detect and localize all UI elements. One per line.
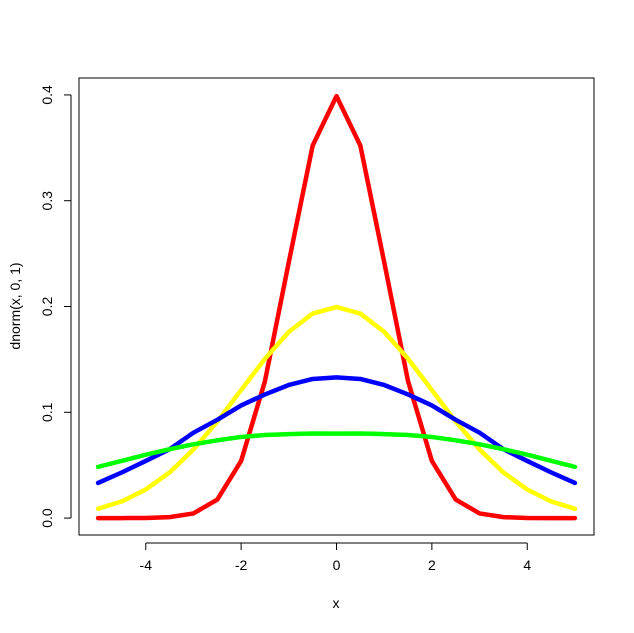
y-axis: 0.0 0.1 0.2 0.3 0.4 bbox=[39, 85, 72, 528]
x-tick-label: -2 bbox=[235, 557, 248, 573]
series-line-1 bbox=[95, 93, 578, 521]
plot-frame bbox=[78, 77, 595, 536]
x-tick-label: 2 bbox=[428, 557, 436, 573]
x-tick-label: 0 bbox=[333, 557, 341, 573]
series-line-2 bbox=[95, 304, 578, 512]
y-axis-label: dnorm(x, 0, 1) bbox=[7, 262, 23, 349]
x-axis-label: x bbox=[333, 595, 340, 611]
y-tick-label: 0.0 bbox=[39, 508, 55, 528]
x-tick-label: -4 bbox=[140, 557, 153, 573]
series-layer bbox=[95, 93, 578, 521]
x-axis: -4 -2 0 2 4 bbox=[140, 542, 531, 573]
y-tick-label: 0.3 bbox=[39, 191, 55, 211]
y-tick-label: 0.1 bbox=[39, 402, 55, 422]
y-tick-label: 0.2 bbox=[39, 297, 55, 317]
series-line-3 bbox=[95, 375, 578, 486]
series-line-4 bbox=[95, 431, 578, 470]
y-tick-label: 0.4 bbox=[39, 85, 55, 105]
x-tick-label: 4 bbox=[523, 557, 531, 573]
